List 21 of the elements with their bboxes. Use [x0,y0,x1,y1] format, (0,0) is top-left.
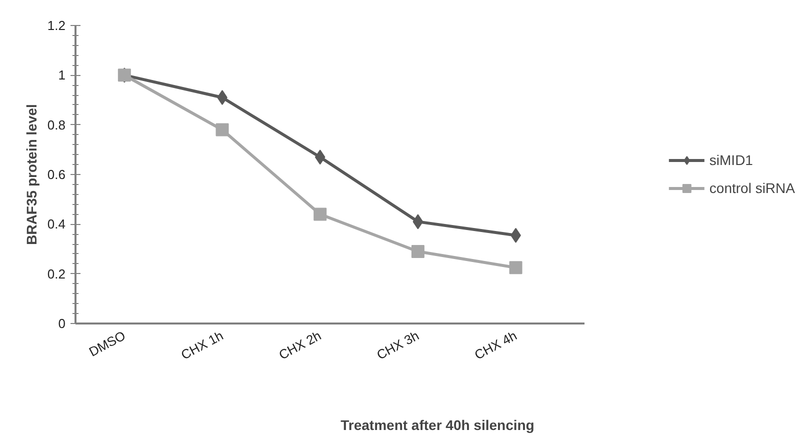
point [411,244,424,258]
y-tick-label: 0.2 [47,266,66,282]
y-tick-label: 0.4 [47,216,66,232]
point [314,208,327,221]
x-tick-label: CHX 3h [374,328,422,362]
y-tick-label: 0.8 [47,117,66,132]
x-axis-title: Treatment after 40h silencing [340,417,534,434]
x-tick-label: CHX 4h [472,328,520,362]
y-axis-title: BRAF35 protein level [23,104,40,245]
point [412,214,424,230]
point [509,261,522,274]
y-tick-label: 1 [58,68,66,83]
x-tick-label: CHX 1h [178,328,226,362]
y-tick-label: 1.2 [47,18,66,33]
legend-label: siMID1 [709,152,753,168]
x-tick-label: CHX 2h [276,328,324,362]
y-tick-label: 0 [58,316,66,331]
point [314,150,326,165]
y-tick-label: 0.6 [47,167,66,182]
point [216,123,229,136]
legend-label: control siRNA [709,180,795,196]
